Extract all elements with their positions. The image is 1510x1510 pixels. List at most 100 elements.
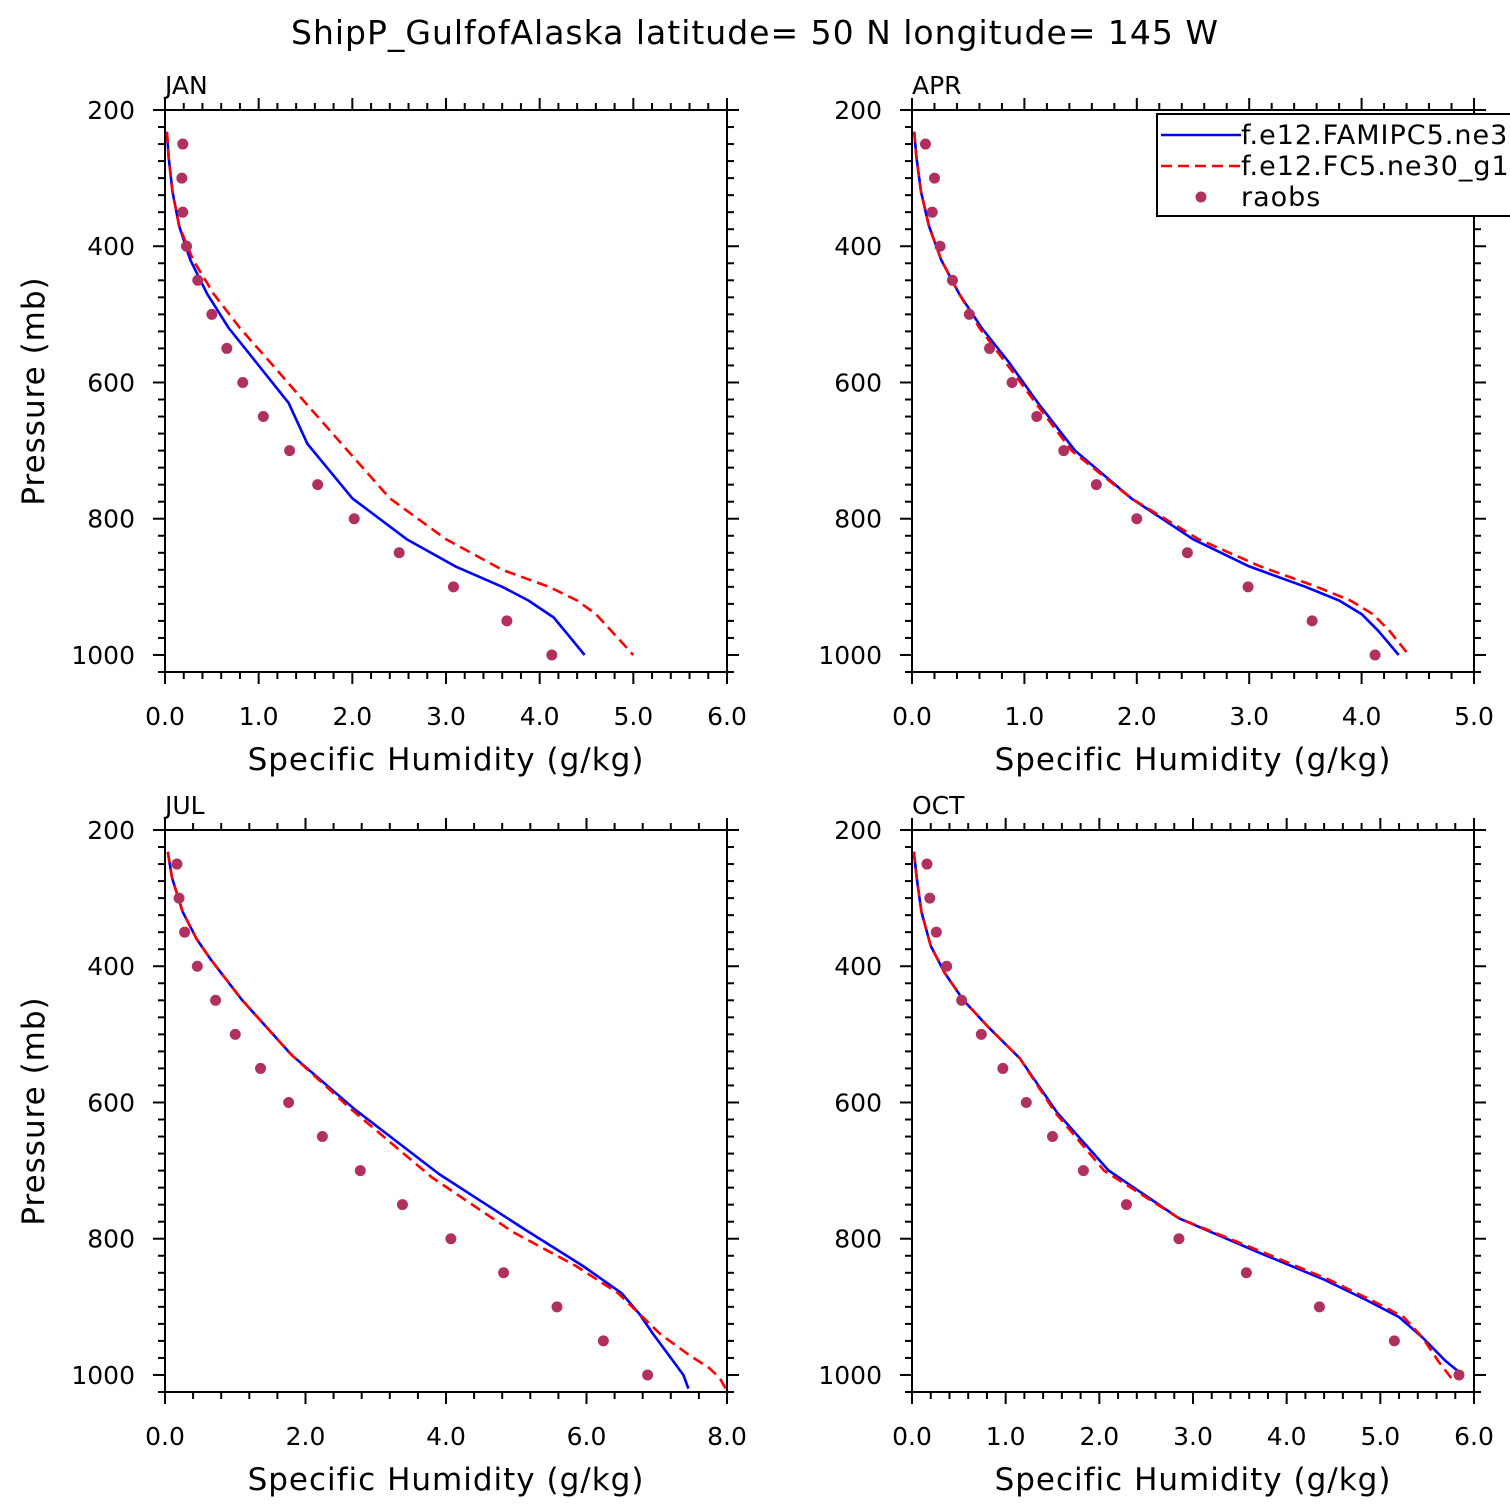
raobs-point — [1240, 1267, 1252, 1279]
raobs-point — [1313, 1301, 1325, 1313]
raobs-point — [924, 892, 936, 904]
raobs-point — [221, 342, 233, 354]
x-tick-label: 3.0 — [426, 702, 466, 731]
raobs-point — [934, 240, 946, 252]
x-tick-label: 6.0 — [567, 1422, 607, 1451]
x-tick-label: 1.0 — [239, 702, 279, 731]
raobs-point — [1120, 1199, 1132, 1211]
raobs-point — [1047, 1131, 1058, 1143]
raobs-point — [946, 274, 958, 286]
raobs-point — [177, 206, 189, 218]
x-tick-label: 1.0 — [986, 1422, 1026, 1451]
legend: f.e12.FAMIPC5.ne30_g16f.e12.FC5.ne30_g16… — [1156, 113, 1510, 217]
raobs-point — [191, 960, 203, 972]
raobs-point — [1173, 1233, 1185, 1245]
raobs-point — [445, 1233, 457, 1245]
panel-label: JUL — [163, 791, 205, 820]
plot-frame — [911, 109, 1475, 673]
series-line-fc5 — [166, 851, 727, 1390]
raobs-point — [179, 926, 191, 938]
raobs-point — [1020, 1096, 1032, 1108]
raobs-point — [498, 1267, 510, 1279]
series-line-fc5 — [912, 851, 1453, 1380]
x-tick-label: 5.0 — [1454, 702, 1494, 731]
series-line-fc5 — [165, 131, 635, 656]
raobs-point — [956, 994, 968, 1006]
raobs-point — [919, 138, 931, 150]
plot-frame — [164, 829, 728, 1393]
legend-label: raobs — [1241, 182, 1321, 213]
raobs-point — [171, 858, 183, 870]
raobs-point — [1306, 615, 1318, 627]
y-axis-label: Pressure (mb) — [16, 276, 52, 505]
x-axis-label: Specific Humidity (g/kg) — [995, 1462, 1392, 1498]
raobs-point — [393, 547, 405, 559]
legend-marker-raobs — [1195, 191, 1207, 203]
raobs-point — [447, 581, 459, 593]
panel-label: JAN — [163, 71, 208, 100]
raobs-point — [984, 342, 996, 354]
figure-title: ShipP_GulfofAlaska latitude= 50 N longit… — [291, 13, 1219, 52]
x-tick-label: 0.0 — [892, 702, 932, 731]
panel-jan: JAN 0.0 1.0 2.0 3.0 4.0 5.0 6.0 200 400 600 800 1000… — [16, 71, 747, 778]
y-tick-label: 600 — [834, 1088, 882, 1117]
x-tick-label: 0.0 — [145, 1422, 185, 1451]
raobs-point — [551, 1301, 563, 1313]
raobs-point — [1006, 376, 1018, 388]
raobs-point — [928, 172, 940, 184]
x-tick-label: 4.0 — [426, 1422, 466, 1451]
raobs-point — [941, 960, 953, 972]
legend-label: f.e12.FC5.ne30_g16 — [1241, 151, 1510, 182]
x-tick-label: 1.0 — [1005, 702, 1045, 731]
raobs-point — [1388, 1335, 1400, 1347]
x-axis-label: Specific Humidity (g/kg) — [248, 1462, 645, 1498]
y-tick-label: 200 — [834, 96, 882, 125]
y-tick-label: 800 — [87, 505, 135, 534]
raobs-point — [177, 138, 189, 150]
y-axis-label: Pressure (mb) — [16, 996, 52, 1225]
raobs-point — [255, 1062, 267, 1074]
x-tick-label: 4.0 — [1267, 1422, 1307, 1451]
raobs-point — [283, 1096, 295, 1108]
x-tick-label: 8.0 — [707, 1422, 747, 1451]
raobs-point — [1031, 411, 1043, 423]
x-tick-label: 2.0 — [286, 1422, 326, 1451]
plot-frame — [911, 829, 1475, 1393]
y-tick-label: 600 — [834, 368, 882, 397]
plot-area — [166, 851, 727, 1390]
raobs-point — [257, 411, 269, 423]
x-tick-label: 4.0 — [1342, 702, 1382, 731]
y-tick-label: 200 — [834, 816, 882, 845]
raobs-point — [926, 206, 938, 218]
y-tick-label: 800 — [834, 505, 882, 534]
raobs-point — [1369, 649, 1381, 661]
raobs-point — [1181, 547, 1193, 559]
series-line-famipc5 — [166, 851, 690, 1390]
x-axis-label: Specific Humidity (g/kg) — [995, 742, 1392, 778]
raobs-point — [1090, 479, 1102, 491]
raobs-point — [930, 926, 942, 938]
y-tick-label: 1000 — [818, 641, 882, 670]
raobs-point — [206, 308, 218, 320]
raobs-point — [1058, 445, 1070, 457]
x-tick-label: 5.0 — [613, 702, 653, 731]
raobs-point — [192, 274, 204, 286]
raobs-point — [921, 858, 933, 870]
panel-label: APR — [912, 71, 962, 100]
y-tick-label: 200 — [87, 816, 135, 845]
raobs-point — [354, 1165, 366, 1177]
raobs-point — [237, 376, 249, 388]
raobs-point — [210, 994, 222, 1006]
y-tick-label: 400 — [834, 952, 882, 981]
x-tick-label: 0.0 — [892, 1422, 932, 1451]
y-tick-label: 1000 — [71, 1361, 135, 1390]
y-tick-label: 200 — [87, 96, 135, 125]
x-tick-label: 5.0 — [1360, 1422, 1400, 1451]
x-tick-label: 4.0 — [520, 702, 560, 731]
x-tick-label: 0.0 — [145, 702, 185, 731]
y-tick-label: 1000 — [71, 641, 135, 670]
raobs-point — [396, 1199, 408, 1211]
raobs-point — [181, 240, 193, 252]
y-tick-label: 800 — [834, 1225, 882, 1254]
